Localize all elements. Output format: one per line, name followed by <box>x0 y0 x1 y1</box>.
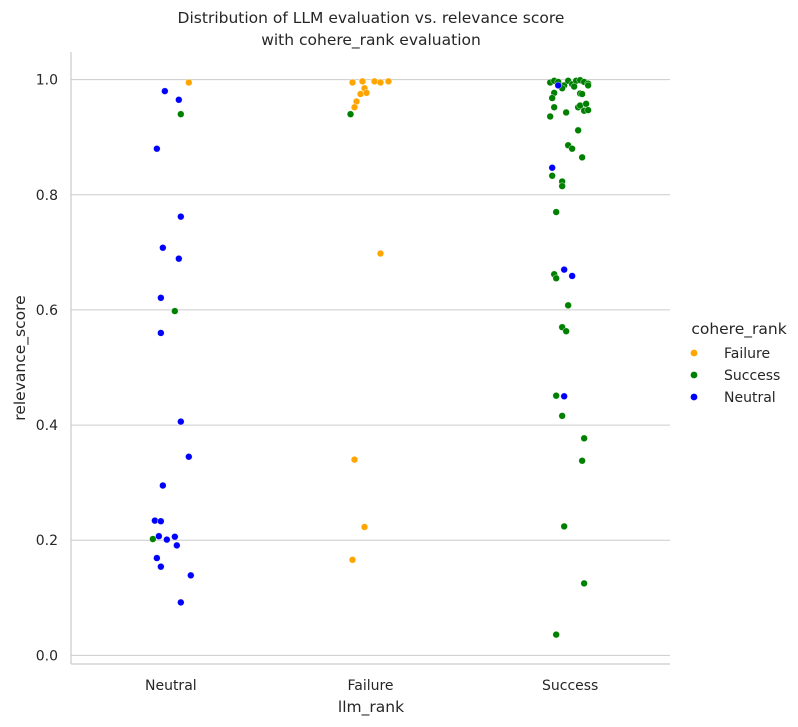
data-point-neutral <box>151 517 159 525</box>
data-point-neutral <box>155 532 163 540</box>
data-point-neutral <box>157 294 165 302</box>
data-point-failure <box>360 523 369 531</box>
data-point-neutral <box>187 571 195 579</box>
data-point-success <box>584 106 592 114</box>
data-point-success <box>552 274 560 282</box>
legend: cohere_rank Failure Success Neutral <box>690 320 787 406</box>
data-point-success <box>580 579 588 587</box>
data-point-failure <box>376 78 385 87</box>
data-point-success <box>562 327 570 335</box>
data-point-success <box>558 412 566 420</box>
y-tick-label: 0.0 <box>36 648 58 664</box>
legend-label-success: Success <box>724 368 780 384</box>
data-point-neutral <box>175 96 183 104</box>
data-points <box>149 76 592 639</box>
data-point-success <box>548 94 556 102</box>
data-point-success <box>562 108 570 117</box>
data-point-neutral <box>159 244 167 252</box>
legend-marker-failure <box>690 349 698 357</box>
y-tick-label: 0.8 <box>36 188 58 204</box>
data-point-neutral <box>177 213 185 221</box>
data-point-success <box>149 535 157 543</box>
x-tick-label: Neutral <box>145 678 197 694</box>
data-point-success <box>580 434 588 442</box>
data-point-neutral <box>153 554 161 562</box>
data-point-neutral <box>157 329 165 337</box>
data-point-failure <box>348 556 357 564</box>
data-point-success <box>578 457 586 465</box>
x-tick-label: Failure <box>347 678 393 694</box>
data-point-neutral <box>177 418 185 426</box>
x-axis-label: llm_rank <box>338 698 404 717</box>
data-point-failure <box>185 78 193 87</box>
data-point-success <box>574 126 582 134</box>
data-point-neutral <box>173 541 181 549</box>
y-tick-label: 0.2 <box>36 533 58 549</box>
data-point-neutral <box>171 533 179 541</box>
data-point-failure <box>350 103 359 111</box>
data-point-success <box>578 90 586 98</box>
data-point-failure <box>350 456 359 464</box>
data-point-success <box>552 208 560 216</box>
x-tick-label: Success <box>542 678 598 694</box>
legend-marker-success <box>690 371 698 379</box>
data-point-failure <box>358 77 367 85</box>
data-point-failure <box>376 249 385 258</box>
data-point-neutral <box>157 563 165 571</box>
data-point-success <box>582 100 590 108</box>
data-point-success <box>548 172 556 180</box>
gridlines <box>71 79 670 656</box>
data-point-success <box>171 307 179 315</box>
data-point-neutral <box>159 481 167 490</box>
data-point-neutral <box>560 392 568 400</box>
chart-title-line-1: Distribution of LLM evaluation vs. relev… <box>178 9 565 27</box>
data-point-success <box>346 110 355 118</box>
data-point-success <box>564 301 572 309</box>
data-point-success <box>560 522 568 531</box>
data-point-success <box>578 153 586 161</box>
data-point-neutral <box>161 87 169 95</box>
data-point-success <box>546 112 554 121</box>
x-tick-labels: Neutral Failure Success <box>145 678 598 694</box>
data-point-neutral <box>185 453 193 461</box>
y-tick-label: 1.0 <box>36 73 58 89</box>
data-point-success <box>558 182 566 190</box>
data-point-success <box>550 103 558 111</box>
chart-title-line-2: with cohere_rank evaluation <box>261 31 481 50</box>
data-point-success <box>570 82 578 91</box>
data-point-success <box>568 145 576 153</box>
data-point-neutral <box>175 255 183 263</box>
legend-title: cohere_rank <box>691 320 786 339</box>
data-point-failure <box>384 77 393 85</box>
data-point-failure <box>362 89 371 97</box>
y-tick-labels: 0.0 0.2 0.4 0.6 0.8 1.0 <box>36 73 58 665</box>
legend-marker-neutral <box>690 393 698 401</box>
data-point-neutral <box>177 598 185 606</box>
data-point-success <box>552 631 560 639</box>
data-point-success <box>552 392 560 400</box>
y-tick-label: 0.4 <box>36 418 58 434</box>
y-axis-label: relevance_score <box>11 295 30 420</box>
legend-label-failure: Failure <box>724 346 770 362</box>
data-point-success <box>584 81 592 89</box>
data-point-neutral <box>157 517 165 525</box>
data-point-neutral <box>554 81 562 89</box>
legend-label-neutral: Neutral <box>724 390 776 406</box>
data-point-failure <box>348 78 357 87</box>
data-point-neutral <box>153 145 161 153</box>
data-point-neutral <box>548 164 556 172</box>
data-point-neutral <box>163 536 171 544</box>
data-point-neutral <box>568 272 576 280</box>
y-tick-label: 0.6 <box>36 303 58 319</box>
data-point-success <box>177 110 185 118</box>
data-point-failure <box>370 77 379 85</box>
data-point-failure <box>356 90 365 98</box>
data-point-neutral <box>560 266 568 274</box>
